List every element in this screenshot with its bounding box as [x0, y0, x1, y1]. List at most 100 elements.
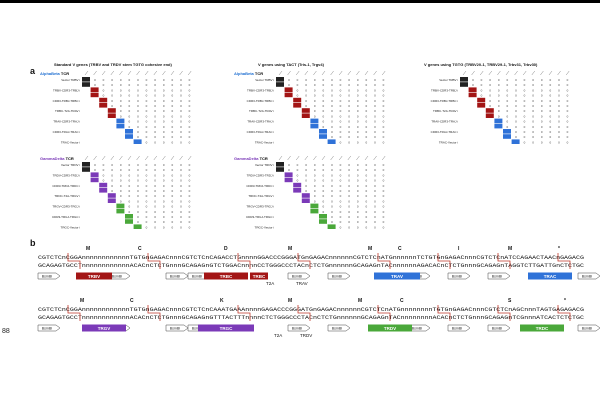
grid-cell-filled	[116, 208, 125, 214]
grid-cell-zero: 0	[365, 184, 367, 188]
grid-cell-zero: 0	[383, 199, 385, 203]
grid-cell-zero: 0	[357, 135, 359, 139]
grid-cell-zero: 0	[357, 99, 359, 103]
section-title-alphabeta: AlphaBeta TCR	[234, 71, 264, 76]
bsmbi-site: BsmBI	[287, 324, 311, 332]
grid-cell-zero: 0	[541, 125, 543, 129]
grid-cell-zero: 0	[154, 173, 156, 177]
grid-cell-zero: 0	[189, 220, 191, 224]
grid-cell-zero: 0	[171, 205, 173, 209]
cohesive-end-bracket	[377, 305, 391, 321]
grid-cell-zero: 0	[532, 125, 534, 129]
column-header-tick	[548, 70, 553, 76]
grid-row-label: TRBV-CDR3-TRBJ i	[247, 88, 274, 92]
grid-cell-zero: 0	[103, 88, 105, 92]
grid-cell-zero: 0	[331, 130, 333, 134]
grid-cell-zero: 0	[163, 130, 165, 134]
grid-cell-filled	[284, 87, 293, 92]
grid-cell-zero: 0	[558, 83, 560, 87]
grid-cell-zero: 0	[472, 83, 474, 87]
grid-cell-zero: 0	[180, 163, 182, 167]
grid-cell-zero: 0	[171, 184, 173, 188]
grid-cell-zero: 0	[322, 168, 324, 172]
section-title-gammadelta: GammaDelta TCR	[234, 156, 268, 161]
grid-cell-zero: 0	[549, 99, 551, 103]
grid-cell-zero: 0	[340, 189, 342, 193]
grid-cell-filled	[284, 177, 293, 183]
grid-cell-zero: 0	[111, 94, 113, 98]
grid-cell-filled	[293, 182, 302, 188]
grid-cell-zero: 0	[481, 94, 483, 98]
grid-row-label: TRAV-CDR3-TRAJ i	[431, 120, 458, 124]
svg-text:TRDC: TRDC	[536, 326, 549, 331]
grid-cell-zero: 0	[322, 189, 324, 193]
grid-cell-zero: 0	[103, 168, 105, 172]
grid-cell-zero: 0	[180, 78, 182, 82]
grid-cell-zero: 0	[340, 194, 342, 198]
grid-cell-zero: 0	[383, 130, 385, 134]
column-header-tick	[179, 155, 183, 161]
grid-cell-zero: 0	[331, 125, 333, 129]
grid-cell-zero: 0	[180, 194, 182, 198]
grid-cell-zero: 0	[549, 135, 551, 139]
grid-cell-zero: 0	[146, 78, 148, 82]
grid-cell-zero: 0	[515, 114, 517, 118]
grid-cell-zero: 0	[365, 94, 367, 98]
grid-row-label: TRBC-T2A-TRAV i	[249, 109, 274, 113]
grid-cell-zero: 0	[331, 215, 333, 219]
grid-cell-zero: 0	[180, 215, 182, 219]
feature-bar-trgc: TRGC	[198, 324, 254, 332]
svg-text:BsmBI: BsmBI	[42, 275, 53, 279]
grid-cell-zero: 0	[154, 120, 156, 124]
grid-cell-zero: 0	[506, 99, 508, 103]
amino-acid-marker: M	[368, 246, 372, 252]
grid-cell-zero: 0	[111, 83, 113, 87]
grid-cell-zero: 0	[374, 194, 376, 198]
grid-cell-zero: 0	[348, 179, 350, 183]
grid-cell-zero: 0	[498, 109, 500, 113]
grid-cell-zero: 0	[541, 104, 543, 108]
bsmbi-site: BsmBI	[327, 324, 351, 332]
grid-cell-zero: 0	[180, 225, 182, 229]
grid-cell-zero: 0	[340, 225, 342, 229]
feature-bar-trbc: TRBC	[204, 272, 248, 280]
grid-cell-zero: 0	[180, 135, 182, 139]
grid-cell-zero: 0	[532, 83, 534, 87]
grid-cell-zero: 0	[567, 130, 569, 134]
grid-cell-zero: 0	[331, 120, 333, 124]
grid-cell-zero: 0	[348, 225, 350, 229]
grid-cell-zero: 0	[365, 220, 367, 224]
grid-cell-zero: 0	[189, 194, 191, 198]
grid-cell-zero: 0	[340, 99, 342, 103]
svg-text:BsmBI: BsmBI	[332, 275, 343, 279]
grid-cell-zero: 0	[524, 109, 526, 113]
column-header-tick	[179, 70, 183, 76]
grid-cell-zero: 0	[180, 179, 182, 183]
svg-text:TRDV: TRDV	[384, 326, 396, 331]
grid-cell-zero: 0	[297, 88, 299, 92]
grid-cell-filled	[107, 108, 116, 113]
grid-cell-zero: 0	[171, 114, 173, 118]
grid-cell-zero: 0	[163, 114, 165, 118]
grid-cell-filled	[99, 188, 108, 193]
grid-cell-zero: 0	[567, 78, 569, 82]
grid-cell-zero: 0	[137, 173, 139, 177]
grid-cell-zero: 0	[357, 220, 359, 224]
grid-row-label: CDR3-TRDJ-TRDC i	[52, 184, 80, 188]
grid-cell-filled	[116, 123, 125, 129]
grid-cell-zero: 0	[137, 199, 139, 203]
grid-cell-zero: 0	[146, 215, 148, 219]
grid-cell-zero: 0	[383, 88, 385, 92]
grid-cell-zero: 0	[146, 99, 148, 103]
grid-row-label: TRBC-T2A-TRAV i	[433, 109, 458, 113]
grid-cell-zero: 0	[515, 130, 517, 134]
grid-cell-zero: 0	[189, 173, 191, 177]
grid-cell-filled	[82, 82, 90, 87]
grid-cell-zero: 0	[180, 83, 182, 87]
grid-cell-zero: 0	[365, 199, 367, 203]
grid-cell-zero: 0	[146, 109, 148, 113]
grid-cell-zero: 0	[515, 78, 517, 82]
grid-cell-zero: 0	[137, 220, 139, 224]
grid-cell-zero: 0	[171, 140, 173, 144]
grid-cell-zero: 0	[180, 99, 182, 103]
